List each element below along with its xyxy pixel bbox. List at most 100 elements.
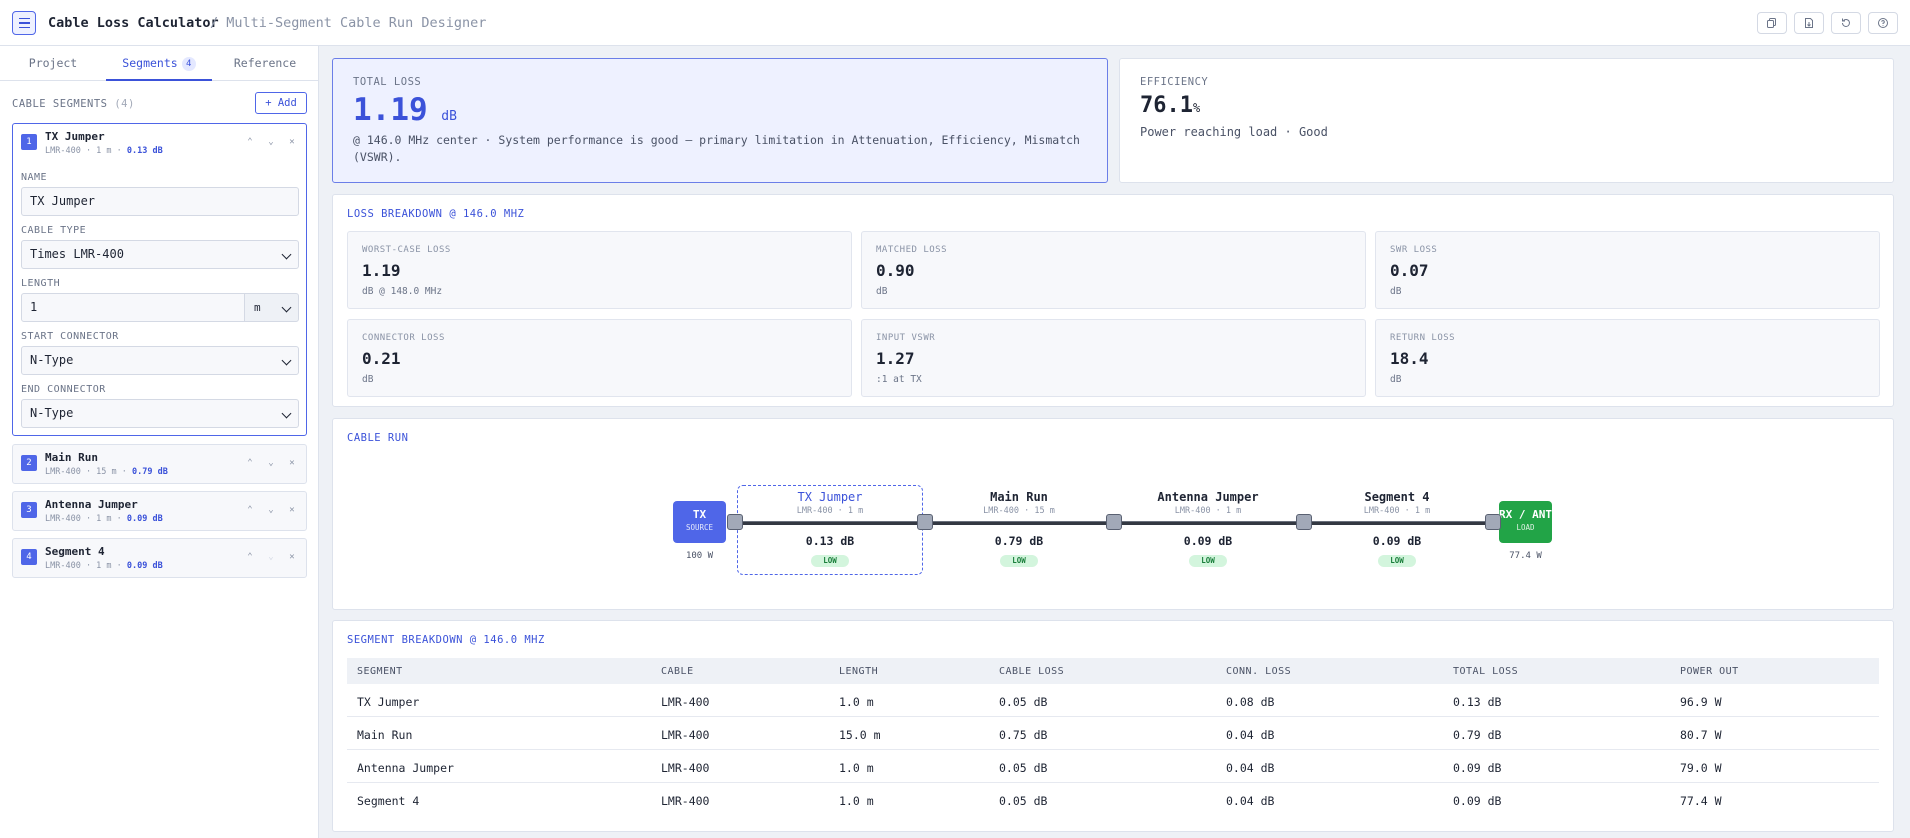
length-input[interactable]: 1: [21, 293, 245, 322]
tile-value: 1.27: [876, 349, 915, 368]
segment-card-1[interactable]: 1 TX Jumper LMR-400 · 1 m · 0.13 dB ⌃ ⌄ …: [12, 123, 307, 436]
table-row: TX Jumper LMR-400 1.0 m 0.05 dB 0.08 dB …: [347, 684, 1879, 717]
move-up-icon[interactable]: ⌃: [247, 505, 253, 515]
name-input[interactable]: TX Jumper: [21, 187, 299, 216]
connector-loss-tile: CONNECTOR LOSS 0.21 dB: [347, 319, 852, 397]
menu-icon[interactable]: [12, 11, 36, 35]
sidebar: Project Segments 4 Reference CABLE SEGMEN…: [0, 46, 319, 838]
end-connector-select[interactable]: N-Type: [21, 399, 299, 428]
run-segment-1[interactable]: TX Jumper LMR-400 · 1 m 0.13 dB LOW: [750, 490, 910, 567]
input-vswr-tile: INPUT VSWR 1.27 :1 at TX: [861, 319, 1366, 397]
export-icon[interactable]: [1794, 12, 1824, 34]
move-down-icon[interactable]: ⌄: [268, 505, 274, 515]
run-segment-loss: 0.09 dB: [1372, 534, 1422, 548]
source-power: 100 W: [685, 551, 714, 561]
run-segment-meta: LMR-400 · 15 m: [983, 506, 1055, 516]
app-title: Cable Loss Calculator: [48, 15, 219, 31]
move-up-icon[interactable]: ⌃: [247, 137, 253, 147]
tile-unit: dB: [1390, 286, 1402, 297]
cell: 80.7 W: [1680, 728, 1722, 742]
reset-icon[interactable]: [1831, 12, 1861, 34]
source-label: TX: [692, 508, 707, 521]
cell: 0.08 dB: [1226, 695, 1275, 709]
move-up-icon[interactable]: ⌃: [247, 458, 253, 468]
app-subtitle: / Multi-Segment Cable Run Designer: [210, 15, 487, 31]
cell: 0.79 dB: [1453, 728, 1502, 742]
copy-icon[interactable]: [1757, 12, 1787, 34]
length-label: LENGTH: [21, 278, 61, 289]
cell: LMR-400: [661, 794, 710, 808]
start-connector-select[interactable]: N-Type: [21, 346, 299, 375]
run-segment-2[interactable]: Main Run LMR-400 · 15 m 0.79 dB LOW: [939, 490, 1099, 567]
cell: LMR-400: [661, 695, 710, 709]
tile-unit: :1 at TX: [876, 374, 922, 385]
segment-number: 2: [21, 455, 37, 471]
move-up-icon[interactable]: ⌃: [247, 552, 253, 562]
low-badge: LOW: [1000, 555, 1038, 567]
table-row: Segment 4 LMR-400 1.0 m 0.05 dB 0.04 dB …: [347, 783, 1879, 816]
total-loss-unit: dB: [441, 109, 457, 124]
load-sublabel: LOAD: [1516, 523, 1535, 532]
segment-name: Antenna Jumper: [45, 498, 138, 511]
close-icon[interactable]: ✕: [289, 552, 295, 562]
segment-card-3[interactable]: 3 Antenna Jumper LMR-400 · 1 m · 0.09 dB…: [12, 491, 307, 531]
move-down-icon[interactable]: ⌄: [268, 137, 274, 147]
run-segment-4[interactable]: Segment 4 LMR-400 · 1 m 0.09 dB LOW: [1317, 490, 1477, 567]
cable-type-select[interactable]: Times LMR-400: [21, 240, 299, 269]
tab-project[interactable]: Project: [28, 56, 78, 70]
cell: 1.0 m: [839, 794, 874, 808]
tile-unit: dB: [876, 286, 888, 297]
cell: 96.9 W: [1680, 695, 1722, 709]
connector-icon: [727, 514, 743, 530]
tab-segments[interactable]: Segments 4: [106, 46, 212, 81]
close-icon[interactable]: ✕: [289, 458, 295, 468]
close-icon[interactable]: ✕: [289, 505, 295, 515]
length-unit-select[interactable]: m: [244, 293, 299, 322]
low-badge: LOW: [1378, 555, 1416, 567]
cell: 15.0 m: [839, 728, 881, 742]
close-icon[interactable]: ✕: [289, 137, 295, 147]
tile-unit: dB @ 148.0 MHz: [362, 286, 443, 297]
cable-run-title: CABLE RUN: [347, 432, 409, 444]
worst-case-loss-tile: WORST-CASE LOSS 1.19 dB @ 148.0 MHz: [347, 231, 852, 309]
tile-value: 0.21: [362, 349, 401, 368]
tile-label: SWR LOSS: [1390, 245, 1438, 255]
name-label: NAME: [21, 172, 48, 183]
run-segment-meta: LMR-400 · 1 m: [796, 506, 864, 516]
column-header: TOTAL LOSS: [1453, 666, 1519, 677]
cell: 79.0 W: [1680, 761, 1722, 775]
column-header: LENGTH: [839, 666, 879, 677]
segment-meta: LMR-400 · 15 m · 0.79 dB: [45, 467, 168, 477]
run-segment-name: TX Jumper: [797, 490, 863, 504]
cell: 0.04 dB: [1226, 794, 1275, 808]
run-segment-meta: LMR-400 · 1 m: [1174, 506, 1242, 516]
add-segment-button[interactable]: + Add: [255, 92, 307, 114]
cell: Segment 4: [357, 794, 420, 808]
load-label: RX / ANT: [1499, 508, 1552, 521]
load-node: RX / ANT LOAD: [1499, 501, 1552, 543]
help-icon[interactable]: [1868, 12, 1898, 34]
table-row: Antenna Jumper LMR-400 1.0 m 0.05 dB 0.0…: [347, 750, 1879, 783]
top-bar: Cable Loss Calculator / Multi-Segment Ca…: [0, 0, 1910, 46]
cell: 0.09 dB: [1453, 761, 1502, 775]
sidebar-tabs: Project Segments 4 Reference: [0, 46, 319, 81]
total-loss-label: TOTAL LOSS: [353, 76, 422, 88]
segment-card-2[interactable]: 2 Main Run LMR-400 · 15 m · 0.79 dB ⌃ ⌄ …: [12, 444, 307, 484]
cable-type-label: CABLE TYPE: [21, 225, 87, 236]
cell: 1.0 m: [839, 695, 874, 709]
cell: 0.05 dB: [999, 761, 1048, 775]
run-segment-loss: 0.79 dB: [994, 534, 1044, 548]
run-segment-meta: LMR-400 · 1 m: [1363, 506, 1431, 516]
tab-segments-label: Segments: [122, 56, 178, 70]
connector-icon: [1106, 514, 1122, 530]
segment-number: 3: [21, 502, 37, 518]
tab-reference[interactable]: Reference: [233, 56, 297, 70]
segment-card-4[interactable]: 4 Segment 4 LMR-400 · 1 m · 0.09 dB ⌃ ⌄ …: [12, 538, 307, 578]
column-header: SEGMENT: [357, 666, 403, 677]
cell: Antenna Jumper: [357, 761, 454, 775]
column-header: CONN. LOSS: [1226, 666, 1292, 677]
move-down-icon[interactable]: ⌄: [268, 458, 274, 468]
run-segment-3[interactable]: Antenna Jumper LMR-400 · 1 m 0.09 dB LOW: [1128, 490, 1288, 567]
segment-meta: LMR-400 · 1 m · 0.13 dB: [45, 146, 163, 156]
tile-value: 18.4: [1390, 349, 1429, 368]
